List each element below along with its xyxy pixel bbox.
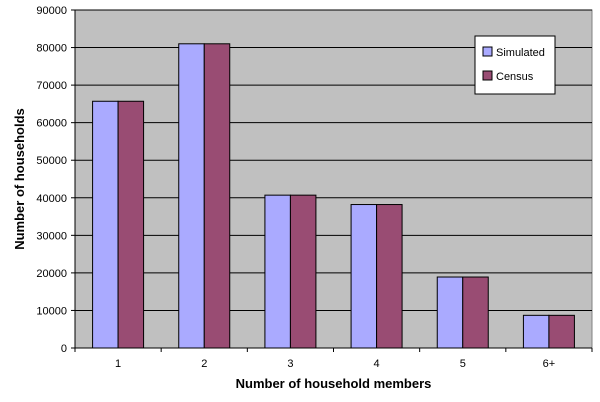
bar-simulated-5 bbox=[436, 276, 464, 349]
x-tick-label: 5 bbox=[460, 358, 466, 370]
legend-swatch-census bbox=[482, 70, 493, 81]
x-tick-label: 1 bbox=[115, 358, 121, 370]
y-tick-label: 70000 bbox=[36, 80, 67, 92]
legend: Simulated Census bbox=[474, 35, 556, 95]
x-tick-label: 4 bbox=[374, 358, 380, 370]
y-axis-title: Number of households bbox=[12, 108, 27, 250]
bar-simulated-3 bbox=[264, 194, 291, 349]
y-tick-label: 80000 bbox=[36, 43, 67, 55]
legend-label-census: Census bbox=[496, 71, 534, 83]
bar-census-1 bbox=[117, 100, 145, 349]
bar-simulated-2 bbox=[178, 43, 205, 349]
bar-simulated-6+ bbox=[522, 314, 550, 349]
bars bbox=[92, 43, 575, 349]
y-tick-label: 40000 bbox=[36, 193, 67, 205]
y-tick-label: 90000 bbox=[36, 5, 67, 17]
legend-label-simulated: Simulated bbox=[496, 47, 545, 59]
y-tick-label: 30000 bbox=[36, 230, 67, 242]
bar-simulated-1 bbox=[92, 100, 119, 349]
x-tick-labels: 1 2 3 4 5 6+ bbox=[115, 358, 555, 370]
legend-swatch-simulated bbox=[482, 46, 493, 57]
x-tick-label: 6+ bbox=[543, 358, 556, 370]
x-tick-label: 3 bbox=[287, 358, 293, 370]
bar-census-3 bbox=[289, 194, 317, 349]
y-tick-label: 60000 bbox=[36, 118, 67, 130]
bar-census-4 bbox=[376, 204, 403, 349]
y-tick-label: 50000 bbox=[36, 155, 67, 167]
bar-census-5 bbox=[462, 276, 489, 349]
bar-simulated-4 bbox=[350, 204, 378, 349]
x-tick-label: 2 bbox=[201, 358, 207, 370]
bar-census-2 bbox=[203, 43, 231, 349]
y-tick-labels: 0 10000 20000 30000 40000 50000 60000 70000 8000… bbox=[36, 5, 67, 355]
y-tick-label: 20000 bbox=[36, 268, 67, 280]
y-tick-label: 0 bbox=[61, 343, 67, 355]
y-tick-label: 10000 bbox=[36, 305, 67, 317]
x-axis-title: Number of household members bbox=[236, 376, 432, 391]
bar-census-6+ bbox=[548, 314, 575, 349]
legend-box bbox=[474, 35, 556, 95]
axes bbox=[71, 9, 593, 352]
